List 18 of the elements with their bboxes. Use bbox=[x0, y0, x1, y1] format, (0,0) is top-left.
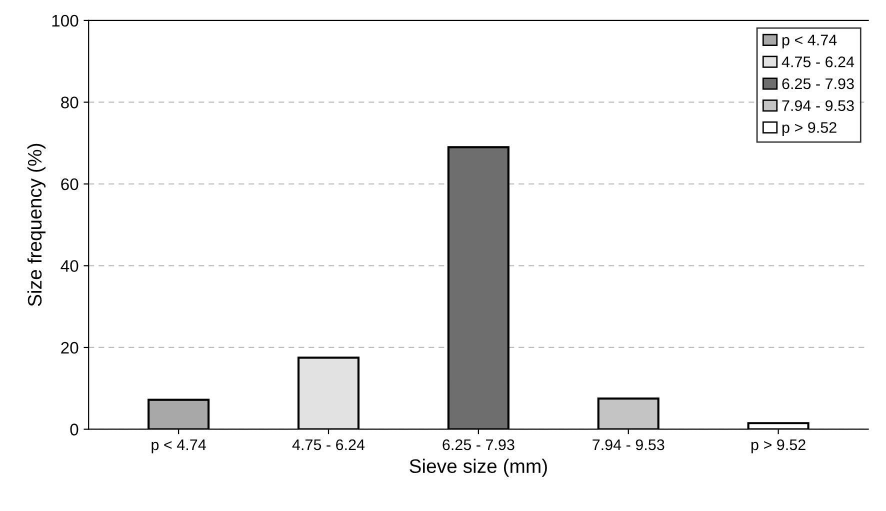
x-tick-label: p < 4.74 bbox=[152, 440, 206, 454]
legend-label: p > 9.52 bbox=[782, 122, 836, 136]
y-tick-label: 0 bbox=[70, 424, 78, 436]
x-tick-label: 7.94 - 9.53 bbox=[592, 439, 664, 450]
y-tick-label: 100 bbox=[52, 14, 78, 27]
y-tick-label: 40 bbox=[60, 260, 78, 272]
x-tick-label: 6.25 - 7.93 bbox=[442, 439, 514, 450]
legend-label: 6.25 - 7.93 bbox=[782, 78, 854, 90]
legend-label: 4.75 - 6.24 bbox=[782, 56, 854, 68]
y-tick-label: 20 bbox=[61, 342, 78, 354]
x-tick-label: p > 9.52 bbox=[751, 439, 806, 454]
legend-label: p < 4.74 bbox=[782, 34, 837, 48]
y-tick-label: 80 bbox=[61, 96, 78, 108]
x-tick-label: 4.75 - 6.24 bbox=[292, 439, 365, 450]
legend-label: 7.94 - 9.53 bbox=[782, 100, 854, 112]
y-tick-label: 60 bbox=[61, 178, 78, 190]
y-axis-title: Size frequency (%) bbox=[27, 144, 46, 306]
x-axis-title: Sieve size (mm) bbox=[410, 458, 547, 477]
